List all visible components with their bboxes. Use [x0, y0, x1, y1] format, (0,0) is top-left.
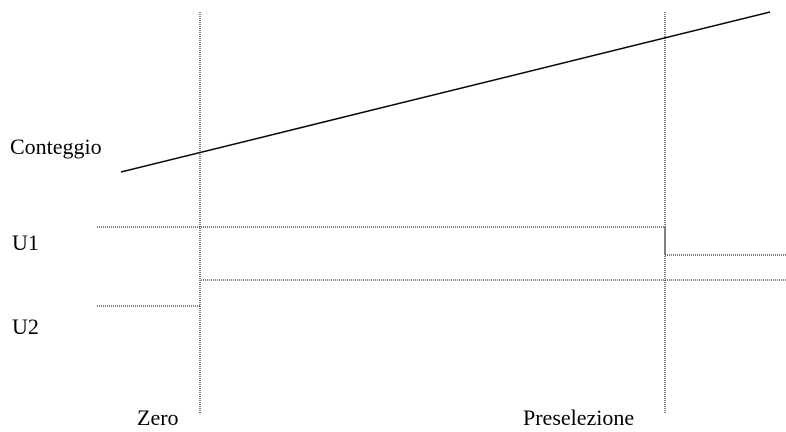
count-label: Conteggio [10, 134, 102, 159]
u1-signal-line [97, 226, 786, 256]
u1-label: U1 [12, 230, 39, 255]
preset-label: Preselezione [523, 405, 635, 430]
u2-signal-line [97, 279, 786, 307]
zero-label: Zero [137, 405, 179, 430]
count-ramp-line [120, 11, 771, 173]
u2-label: U2 [12, 314, 39, 339]
